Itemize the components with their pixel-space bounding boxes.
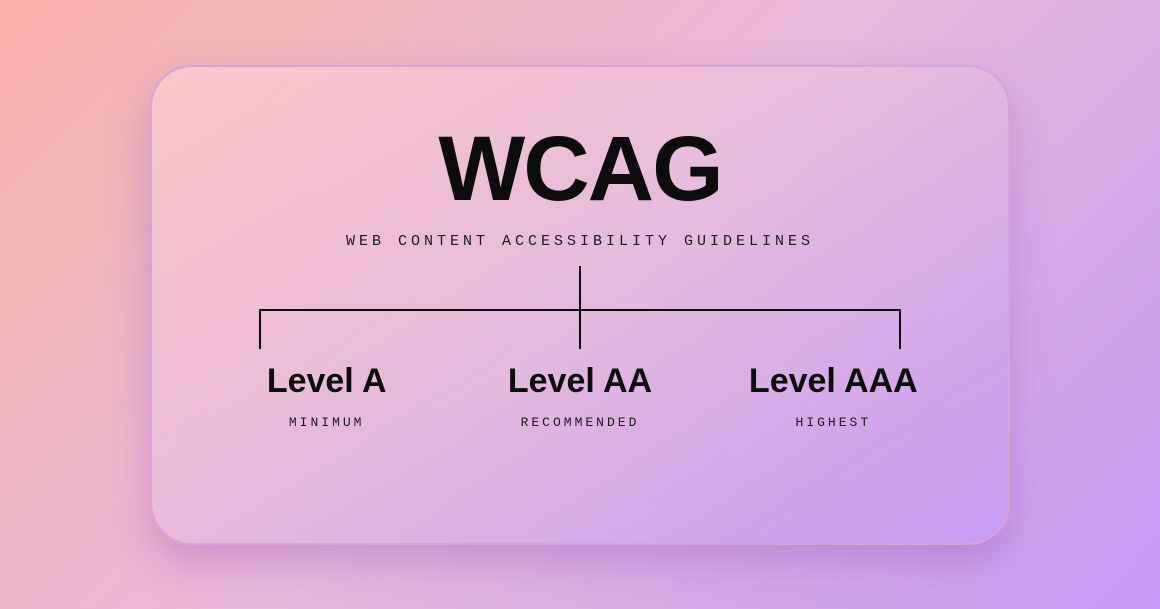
level-a: Level A MINIMUM: [200, 362, 453, 430]
hierarchy-connector: [220, 266, 940, 352]
tree-lines-icon: [220, 266, 940, 352]
main-subtitle: WEB CONTENT ACCESSIBILITY GUIDELINES: [346, 233, 814, 250]
levels-row: Level A MINIMUM Level AA RECOMMENDED Lev…: [200, 362, 960, 430]
level-aa-title: Level AA: [508, 362, 652, 401]
level-aaa: Level AAA HIGHEST: [707, 362, 960, 430]
info-card: WCAG WEB CONTENT ACCESSIBILITY GUIDELINE…: [150, 65, 1010, 545]
level-aaa-title: Level AAA: [749, 362, 918, 401]
level-a-sub: MINIMUM: [289, 415, 365, 430]
level-a-title: Level A: [267, 362, 387, 401]
level-aa-sub: RECOMMENDED: [521, 415, 640, 430]
level-aaa-sub: HIGHEST: [796, 415, 872, 430]
main-title: WCAG: [438, 123, 721, 215]
gradient-background: WCAG WEB CONTENT ACCESSIBILITY GUIDELINE…: [0, 0, 1160, 609]
level-aa: Level AA RECOMMENDED: [453, 362, 706, 430]
